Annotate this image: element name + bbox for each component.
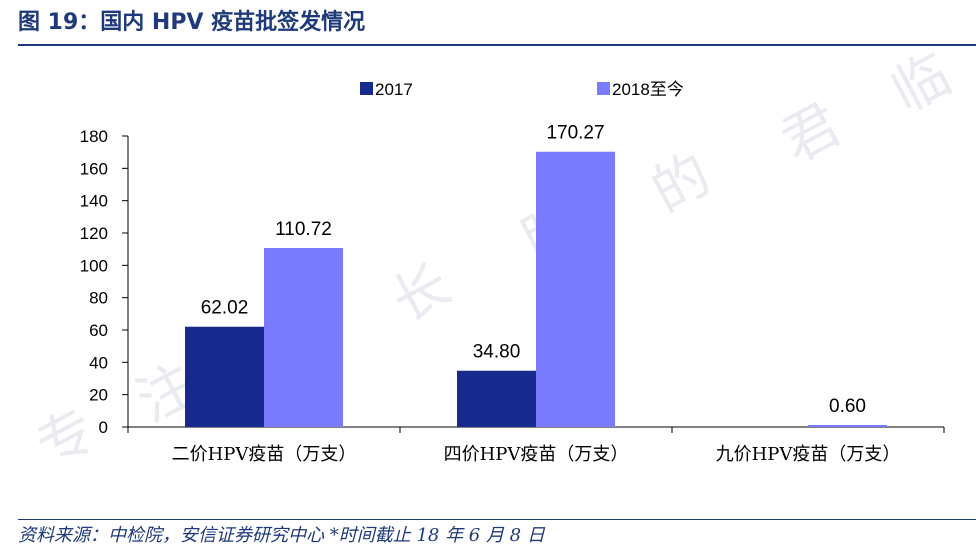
bar [808,425,887,427]
y-tick-label: 20 [89,386,108,405]
y-tick-label: 160 [80,159,108,178]
footer-divider [18,519,976,520]
y-tick-label: 80 [89,289,108,308]
data-label: 0.60 [829,396,866,417]
watermark-char: 专 [26,397,106,481]
y-tick-label: 40 [89,353,108,372]
x-category-label: 九价HPV疫苗（万支） [716,444,901,465]
y-tick-label: 140 [80,192,108,211]
data-label: 62.02 [201,298,249,319]
data-label: 170.27 [546,123,604,144]
x-category-label: 四价HPV疫苗（万支） [444,444,629,465]
data-label: 34.80 [473,342,521,363]
bar [185,326,264,427]
y-tick-label: 100 [80,256,108,275]
watermark-char: 的 [641,142,721,226]
bar [457,370,536,427]
bar [536,151,615,427]
watermark-char: 长 [381,252,461,336]
legend-swatch [360,82,373,95]
chart-legend: 2017 2018至今 [360,80,684,99]
x-category-label: 二价HPV疫苗（万支） [172,444,357,465]
data-label: 110.72 [275,219,332,240]
watermark-char: 君 [771,92,851,176]
y-tick-label: 60 [89,321,108,340]
source-note: 资料来源：中检院，安信证券研究中心 *时间截止 18 年 6 月 8 日 [18,525,545,546]
title-divider [18,44,976,46]
watermark-char: 临 [881,42,961,126]
y-tick-label: 180 [80,127,108,146]
legend-swatch [597,82,610,95]
figure-title: 图 19：国内 HPV 疫苗批签发情况 [18,10,366,35]
chart-bars [185,151,887,427]
legend-label: 2018至今 [612,80,684,99]
bar [264,248,343,427]
y-tick-label: 0 [99,418,108,437]
legend-label: 2017 [375,80,413,99]
chart-data-labels: 62.02 110.72 34.80 170.27 0.60 [201,123,866,417]
y-tick-label: 120 [80,224,108,243]
